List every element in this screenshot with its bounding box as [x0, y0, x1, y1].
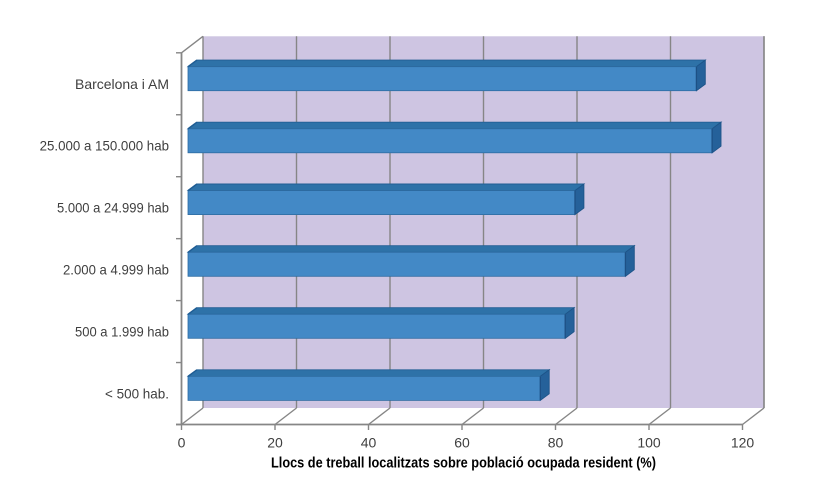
svg-text:5.000 a 24.999 hab: 5.000 a 24.999 hab	[57, 200, 169, 216]
svg-text:60: 60	[454, 434, 470, 450]
svg-text:100: 100	[637, 434, 661, 450]
svg-text:< 500 hab.: < 500 hab.	[105, 386, 169, 402]
svg-text:20: 20	[267, 434, 283, 450]
svg-text:80: 80	[548, 434, 564, 450]
svg-text:Barcelona i AM: Barcelona i AM	[75, 76, 169, 92]
svg-text:Llocs de treball localitzats s: Llocs de treball localitzats sobre pobla…	[271, 455, 656, 471]
svg-text:2.000 a 4.999 hab: 2.000 a 4.999 hab	[63, 262, 169, 278]
svg-text:40: 40	[361, 434, 377, 450]
svg-text:120: 120	[731, 434, 755, 450]
svg-text:500 a 1.999 hab: 500 a 1.999 hab	[75, 324, 169, 340]
svg-text:25.000 a 150.000 hab: 25.000 a 150.000 hab	[40, 138, 170, 154]
svg-text:0: 0	[178, 434, 186, 450]
